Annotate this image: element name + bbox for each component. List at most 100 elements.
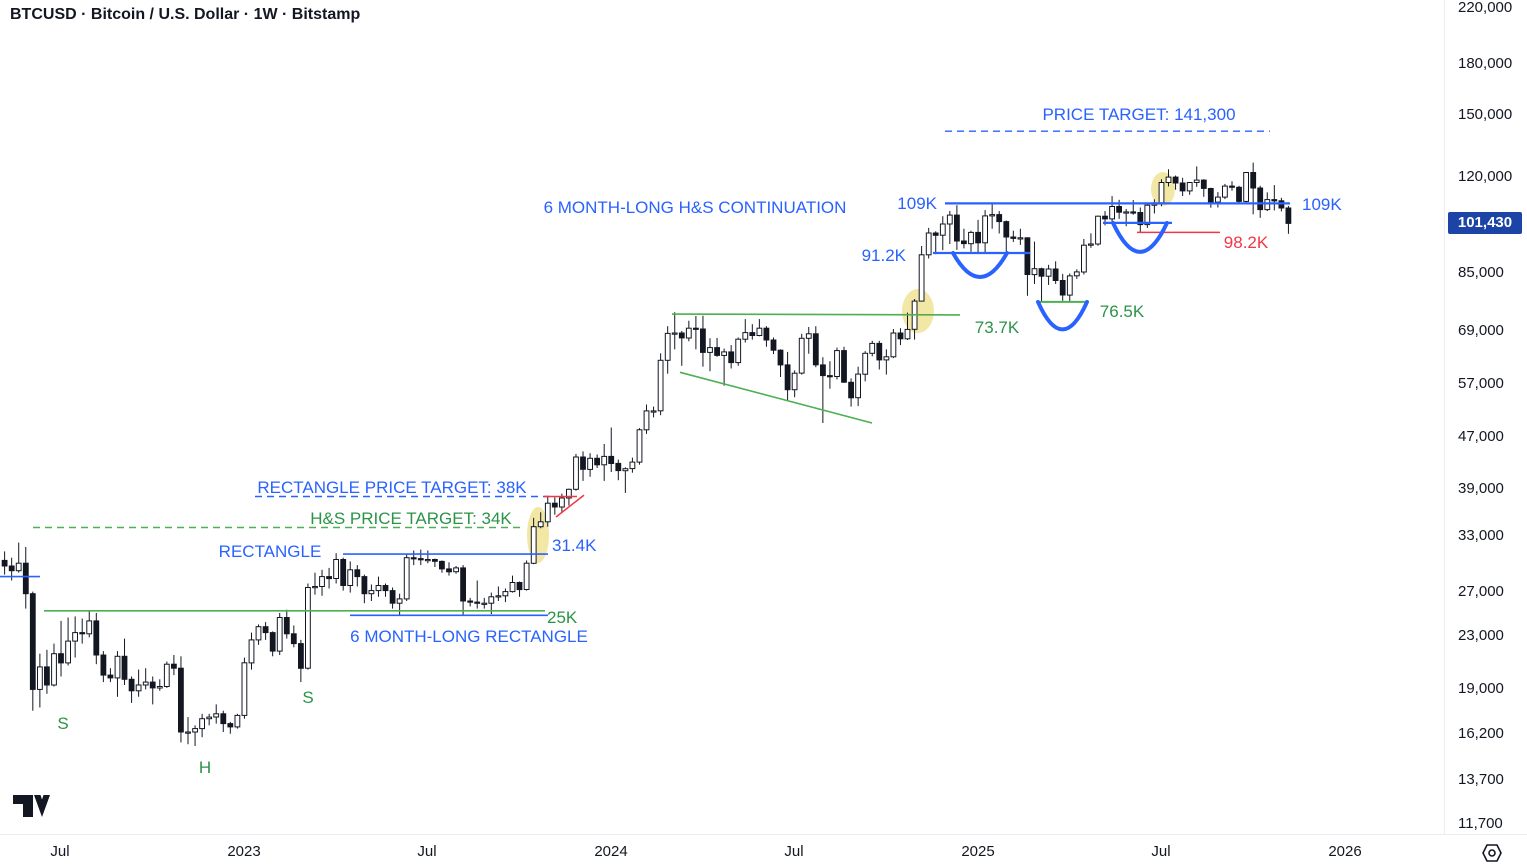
- candle-body: [961, 240, 967, 245]
- candle-body: [1186, 182, 1193, 192]
- candle-body: [1095, 215, 1101, 245]
- level-73-7k[interactable]: 73.7K: [975, 318, 1020, 337]
- candle-body: [1165, 176, 1172, 184]
- right-shoulder-arc[interactable]: [1111, 220, 1169, 254]
- candle-body: [135, 684, 142, 692]
- candle-body: [488, 596, 495, 604]
- candle-body: [86, 620, 93, 635]
- symbol-title[interactable]: BTCUSD · Bitcoin / U.S. Dollar · 1W · Bi…: [10, 6, 361, 23]
- candle-body: [1102, 215, 1108, 220]
- candles-layer: [1, 162, 1292, 746]
- candle-body: [220, 713, 227, 725]
- candle-body: [925, 232, 932, 256]
- candle-body: [1144, 204, 1151, 226]
- candle-body: [897, 332, 904, 340]
- candle-body: [735, 338, 742, 364]
- last-price-badge: 101,430: [1448, 212, 1522, 234]
- candle-body: [467, 600, 474, 603]
- candle-body: [1207, 188, 1214, 203]
- candle-body: [1017, 237, 1024, 240]
- candle-body: [65, 640, 71, 664]
- price-tick-label: 11,700: [1458, 815, 1503, 832]
- candle-body: [255, 626, 262, 641]
- candle-body: [192, 728, 198, 733]
- candle-body: [643, 410, 650, 431]
- candle-body: [812, 333, 819, 366]
- head-arc[interactable]: [1036, 299, 1089, 332]
- right-shoulder-label[interactable]: S: [302, 688, 313, 707]
- candle-body: [361, 576, 368, 595]
- level-76-5k[interactable]: 76.5K: [1100, 302, 1145, 321]
- candle-body: [982, 215, 989, 244]
- candle-body: [326, 576, 333, 580]
- level-31-4k[interactable]: 31.4K: [552, 536, 597, 555]
- candle-body: [685, 327, 692, 339]
- candle-body: [622, 468, 629, 472]
- candle-body: [163, 663, 170, 688]
- tradingview-logo[interactable]: [13, 793, 53, 819]
- candle-body: [460, 567, 467, 602]
- candle-body: [827, 375, 833, 378]
- candle-body: [1109, 206, 1115, 220]
- candle-body: [707, 347, 713, 353]
- level-109k-right[interactable]: 109K: [1302, 195, 1342, 214]
- red-flag-diagonal[interactable]: [555, 494, 585, 518]
- candle-body: [121, 655, 128, 680]
- candle-body: [354, 569, 361, 578]
- hs-price-target[interactable]: H&S PRICE TARGET: 34K: [310, 509, 512, 528]
- price-target-141300[interactable]: PRICE TARGET: 141,300: [1042, 105, 1235, 124]
- head-label[interactable]: H: [199, 758, 211, 777]
- candle-body: [1271, 199, 1278, 202]
- candle-body: [1052, 268, 1059, 281]
- hs-continuation-label[interactable]: 6 MONTH-LONG H&S CONTINUATION: [544, 198, 847, 217]
- candle-body: [410, 557, 417, 560]
- candle-body: [968, 231, 974, 245]
- candle-body: [432, 559, 438, 562]
- candle-body: [206, 716, 213, 720]
- scale-settings-icon[interactable]: [1481, 843, 1503, 863]
- candle-body: [107, 674, 114, 679]
- time-scale[interactable]: Jul 2023 Jul 2024 Jul 2025 Jul 2026: [0, 834, 1527, 866]
- left-shoulder-label[interactable]: S: [57, 714, 68, 733]
- candle-body: [453, 567, 460, 573]
- level-109k-left[interactable]: 109K: [897, 194, 937, 213]
- left-shoulder-arc[interactable]: [951, 251, 1009, 279]
- candle-body: [918, 254, 925, 302]
- rectangle-label[interactable]: RECTANGLE: [219, 542, 322, 561]
- time-tick-label: 2026: [1328, 843, 1362, 860]
- candle-body: [636, 429, 643, 463]
- price-scale[interactable]: 101,430 220,000 180,000 150,000 120,000 85,0…: [1444, 0, 1527, 835]
- annotation-texts-layer[interactable]: PRICE TARGET: 141,300 6 MONTH-LONG H&S CO…: [57, 105, 1342, 777]
- candle-body: [171, 663, 177, 669]
- candle-body: [1073, 271, 1080, 277]
- rectangle-price-target[interactable]: RECTANGLE PRICE TARGET: 38K: [257, 478, 527, 497]
- candle-body: [72, 632, 78, 642]
- six-month-rectangle-label[interactable]: 6 MONTH-LONG RECTANGLE: [350, 627, 588, 646]
- candle-body: [1264, 199, 1271, 211]
- candle-body: [841, 350, 847, 383]
- level-25k[interactable]: 25K: [547, 608, 578, 627]
- price-tick-label: 120,000: [1458, 168, 1513, 185]
- candle-body: [312, 586, 318, 589]
- level-91-2k[interactable]: 91.2K: [862, 246, 907, 265]
- resistance-73-7k[interactable]: [671, 313, 961, 316]
- level-98-2k[interactable]: 98.2K: [1224, 233, 1269, 252]
- candle-body: [1179, 182, 1186, 192]
- candle-body: [954, 214, 960, 242]
- candle-body: [368, 590, 375, 595]
- candle-body: [439, 560, 445, 570]
- candle-body: [820, 364, 826, 377]
- price-tick-label: 85,000: [1458, 264, 1504, 281]
- candle-body: [989, 214, 996, 217]
- time-tick-label: Jul: [784, 843, 804, 860]
- candle-body: [502, 591, 509, 597]
- drawings-layer[interactable]: [0, 130, 1290, 617]
- candle-body: [1116, 206, 1122, 213]
- trendline-2024-lower[interactable]: [679, 371, 873, 424]
- candle-body: [100, 654, 107, 676]
- candle-body: [537, 521, 544, 528]
- candle-body: [417, 558, 424, 561]
- candle-body: [474, 601, 481, 604]
- candle-body: [403, 557, 410, 600]
